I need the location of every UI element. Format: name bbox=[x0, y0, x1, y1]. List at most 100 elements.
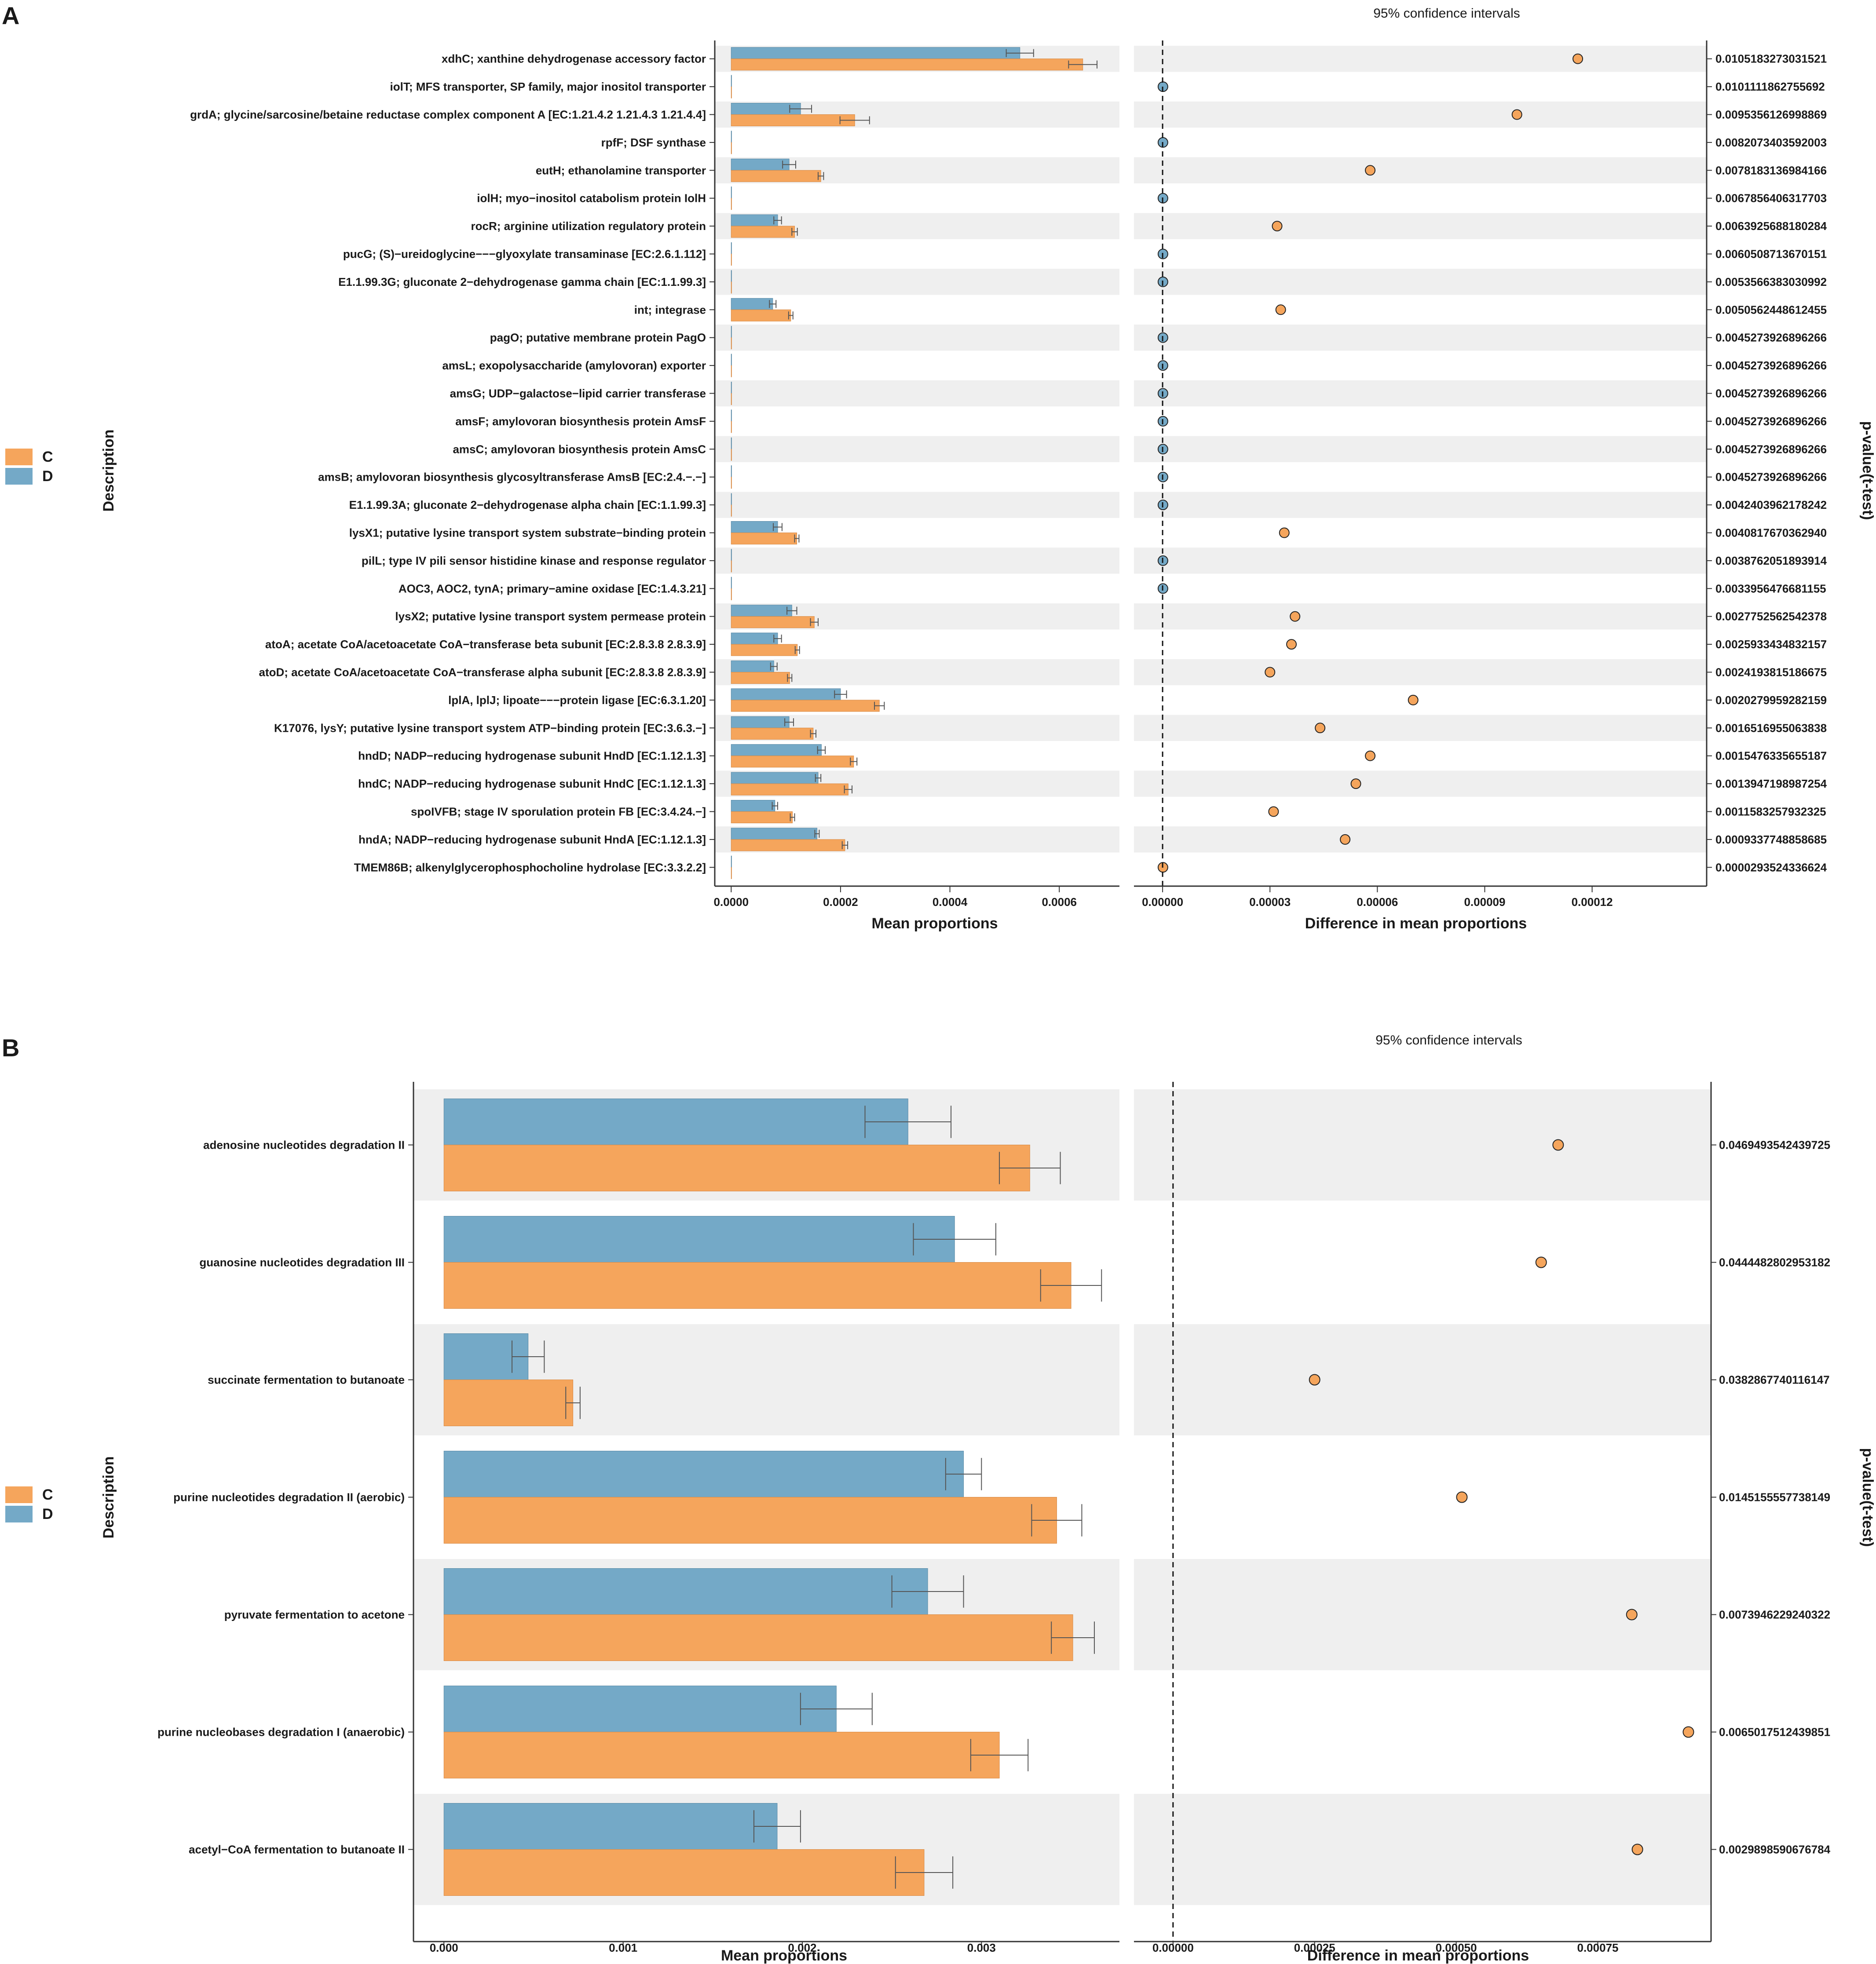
difference-point bbox=[1315, 723, 1326, 734]
pvalue-label: 0.0145155557738149 bbox=[1719, 1491, 1830, 1504]
bar-D bbox=[731, 298, 773, 310]
mean-x-tick-label: 0.0004 bbox=[933, 895, 968, 909]
bar-D bbox=[731, 632, 778, 645]
pvalue-label: 0.0060508713670151 bbox=[1715, 248, 1827, 261]
legend-label: C bbox=[42, 449, 53, 465]
pvalue-label: 0.0009337748858685 bbox=[1715, 833, 1827, 846]
category-label: hndC; NADP−reducing hydrogenase subunit … bbox=[358, 777, 706, 790]
difference-point bbox=[1350, 778, 1361, 789]
row-stripe bbox=[1134, 325, 1707, 351]
row-stripe bbox=[1134, 603, 1707, 630]
bar-C bbox=[731, 114, 855, 126]
diff-x-tick-label: 0.00000 bbox=[1152, 1941, 1194, 1954]
bar-C bbox=[731, 58, 1083, 71]
bar-C bbox=[731, 226, 795, 238]
pvalue-label: 0.0101111862755692 bbox=[1715, 80, 1825, 93]
mean-x-tick-label: 0.0000 bbox=[714, 895, 749, 909]
difference-point bbox=[1535, 1256, 1547, 1268]
bar-C bbox=[731, 756, 854, 768]
pvalue-label: 0.0082073403592003 bbox=[1715, 136, 1827, 149]
category-label: AOC3, AOC2, tynA; primary−amine oxidase … bbox=[399, 582, 706, 595]
bar-D bbox=[731, 800, 775, 812]
legend-swatch-D bbox=[5, 1506, 33, 1522]
difference-point bbox=[1511, 109, 1522, 120]
bar-D bbox=[731, 828, 817, 840]
diff-x-tick-label: 0.00000 bbox=[1142, 895, 1183, 909]
pvalue-axis-title: p-value(t-test) bbox=[1859, 421, 1876, 520]
mean-x-axis-title: Mean proportions bbox=[721, 1947, 847, 1964]
row-stripe bbox=[715, 548, 1119, 574]
row-stripe bbox=[1134, 46, 1707, 72]
y-axis-title: Description bbox=[100, 1456, 117, 1538]
pvalue-label: 0.0015476335655187 bbox=[1715, 749, 1827, 763]
category-label: xdhC; xanthine dehydrogenase accessory f… bbox=[442, 52, 706, 66]
pvalue-label: 0.0065017512439851 bbox=[1719, 1726, 1830, 1739]
pvalue-label: 0.0053566383030992 bbox=[1715, 275, 1827, 288]
legend-label: D bbox=[42, 468, 53, 485]
category-label: pucG; (S)−ureidoglycine−−−glyoxylate tra… bbox=[343, 248, 706, 261]
row-stripe bbox=[1134, 659, 1707, 686]
row-stripe bbox=[1134, 1324, 1711, 1435]
legend-swatch-D bbox=[5, 468, 33, 485]
difference-point bbox=[1309, 1374, 1320, 1386]
pvalue-axis-title: p-value(t-test) bbox=[1859, 1448, 1876, 1547]
bar-D bbox=[731, 661, 774, 672]
mean-x-tick-label: 0.001 bbox=[609, 1941, 637, 1954]
pvalue-label: 0.0045273926896266 bbox=[1715, 331, 1827, 344]
difference-point bbox=[1552, 1139, 1564, 1151]
bar-D bbox=[443, 1451, 964, 1497]
mean-x-tick-label: 0.000 bbox=[430, 1941, 458, 1954]
category-label: succinate fermentation to butanoate bbox=[208, 1373, 405, 1387]
row-stripe bbox=[715, 269, 1119, 295]
category-label: eutH; ethanolamine transporter bbox=[536, 164, 706, 177]
pvalue-label: 0.0020279959282159 bbox=[1715, 694, 1827, 707]
bar-C bbox=[443, 1380, 574, 1426]
diff-x-tick-label: 0.00025 bbox=[1294, 1941, 1335, 1954]
pvalue-label: 0.0038762051893914 bbox=[1715, 554, 1827, 567]
row-stripe bbox=[1134, 436, 1707, 462]
difference-point bbox=[1286, 639, 1297, 650]
pvalue-label: 0.0045273926896266 bbox=[1715, 471, 1827, 484]
bar-C bbox=[731, 533, 797, 544]
category-label: amsC; amylovoran biosynthesis protein Am… bbox=[453, 442, 706, 456]
category-label: iolH; myo−inositol catabolism protein Io… bbox=[477, 192, 706, 205]
bar-D bbox=[443, 1216, 955, 1263]
bar-C bbox=[731, 170, 821, 182]
difference-point bbox=[1275, 304, 1286, 315]
row-stripe bbox=[1134, 1089, 1711, 1201]
bar-D bbox=[731, 688, 841, 701]
diff-x-tick-label: 0.00006 bbox=[1357, 895, 1398, 909]
bar-C bbox=[731, 644, 798, 656]
bar-D bbox=[731, 103, 801, 115]
bar-C bbox=[443, 1614, 1073, 1661]
pvalue-label: 0.0067856406317703 bbox=[1715, 192, 1827, 205]
category-label: guanosine nucleotides degradation III bbox=[199, 1256, 405, 1269]
row-stripe bbox=[1134, 213, 1707, 239]
bar-D bbox=[731, 214, 778, 226]
row-stripe bbox=[1134, 157, 1707, 183]
row-stripe bbox=[1134, 101, 1707, 128]
legend-label: D bbox=[42, 1506, 53, 1522]
pvalue-label: 0.0095356126998869 bbox=[1715, 108, 1827, 121]
category-label: hndD; NADP−reducing hydrogenase subunit … bbox=[358, 749, 706, 763]
category-label: pyruvate fermentation to acetone bbox=[224, 1608, 405, 1621]
row-stripe bbox=[715, 325, 1119, 351]
row-stripe bbox=[1134, 1559, 1711, 1670]
panel-B: B 95% confidence intervals adenosine nucle… bbox=[2, 1033, 1876, 1964]
bar-D bbox=[443, 1099, 908, 1145]
bar-C bbox=[731, 309, 791, 321]
pvalue-label: 0.0033956476681155 bbox=[1715, 582, 1826, 595]
category-label: pagO; putative membrane protein PagO bbox=[490, 331, 706, 344]
difference-point bbox=[1279, 527, 1290, 538]
row-stripe bbox=[1134, 380, 1707, 407]
category-label: amsB; amylovoran biosynthesis glycosyltr… bbox=[318, 471, 706, 484]
row-stripe bbox=[1134, 826, 1707, 853]
bar-C bbox=[731, 672, 790, 684]
category-label: acetyl−CoA fermentation to butanoate II bbox=[189, 1843, 405, 1856]
category-label: amsG; UDP−galactose−lipid carrier transf… bbox=[450, 387, 706, 400]
bar-C bbox=[443, 1732, 1000, 1778]
bar-D bbox=[731, 158, 790, 171]
diff-x-axis-title: Difference in mean proportions bbox=[1305, 915, 1527, 932]
category-label: int; integrase bbox=[634, 303, 706, 316]
